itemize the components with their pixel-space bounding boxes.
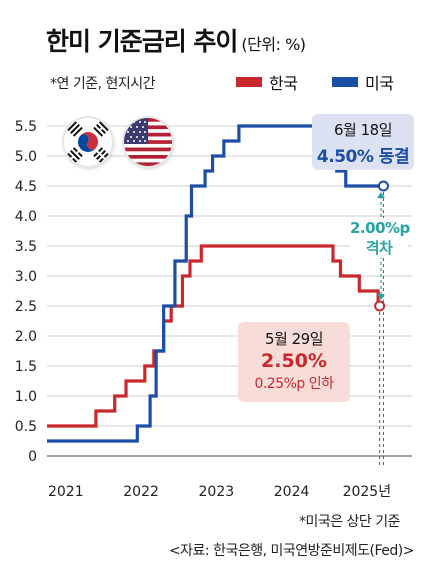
usa-callout: 6월 18일 4.50% 동결 [312, 114, 414, 170]
legend-item-usa: 미국 [332, 70, 394, 94]
series-line-korea [47, 244, 380, 428]
y-tick-label: 1.5 [15, 359, 37, 375]
gap-arrow-down [377, 294, 385, 300]
y-tick-label: 2.5 [15, 299, 37, 315]
gap-arrow-up [377, 192, 385, 198]
legend-swatch-usa [332, 77, 358, 87]
usa-callout-value: 4.50% 동결 [316, 147, 410, 167]
korea-flag-icon [64, 118, 112, 166]
x-tick-label: 2022 [123, 484, 159, 500]
y-tick-label: 3.5 [15, 239, 37, 255]
usa-flag-icon [124, 118, 172, 166]
gap-text: 격차 [365, 239, 393, 257]
y-tick-label: 4.0 [15, 209, 37, 225]
y-tick-label: 1.0 [15, 389, 37, 405]
y-tick-label: 0 [28, 449, 37, 465]
source-note: <자료: 한국은행, 미국연방준비제도(Fed)> [168, 543, 415, 559]
gap-value: 2.00%p [350, 219, 410, 237]
y-tick-label: 3.0 [15, 269, 37, 285]
unit-label: (단위: %) [241, 35, 306, 54]
x-tick-label: 2025년 [343, 484, 392, 500]
title-text: 한미 기준금리 추이 [46, 27, 238, 56]
korea-callout: 5월 29일 2.50% 0.25%p 인하 [238, 322, 350, 402]
usa-callout-date: 6월 18일 [334, 121, 393, 139]
korea-callout-change: 0.25%p 인하 [254, 376, 334, 392]
legend-item-korea: 한국 [236, 70, 298, 94]
y-tick-label: 2.0 [15, 329, 37, 345]
gap-label: 2.00%p 격차 [350, 218, 410, 258]
korea-callout-value: 2.50% [261, 350, 327, 372]
x-tick-label: 2024 [274, 484, 310, 500]
x-tick-label: 2021 [48, 484, 84, 500]
basis-note: *연 기준, 현지시간 [50, 76, 156, 92]
x-tick-label: 2023 [199, 484, 235, 500]
legend-label-usa: 미국 [365, 74, 394, 93]
legend-label-korea: 한국 [269, 74, 298, 93]
chart-title: 한미 기준금리 추이 (단위: %) [46, 22, 306, 58]
footnote: *미국은 상단 기준 [298, 514, 401, 530]
korea-callout-date: 5월 29일 [265, 330, 324, 348]
y-tick-label: 0.5 [15, 419, 37, 435]
legend-swatch-korea [236, 77, 262, 87]
y-tick-label: 5.0 [15, 149, 37, 165]
y-tick-label: 5.5 [15, 119, 37, 135]
korea-end-point [374, 300, 386, 312]
y-tick-label: 4.5 [15, 179, 37, 195]
usa-end-point [377, 180, 389, 192]
